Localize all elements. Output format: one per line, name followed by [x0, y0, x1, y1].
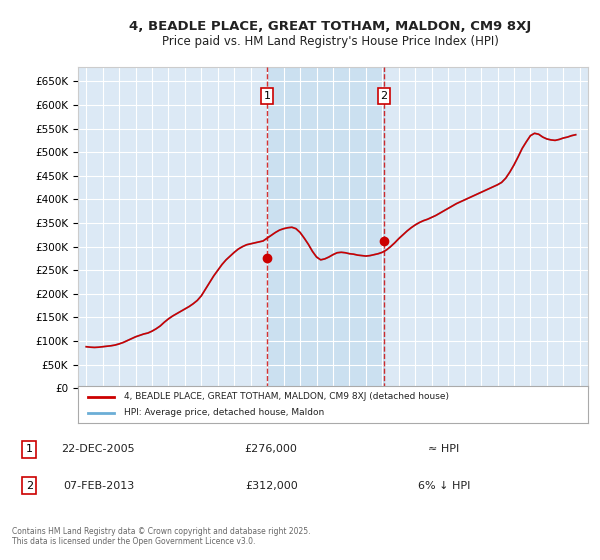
- Text: 2: 2: [380, 91, 388, 101]
- Text: 4, BEADLE PLACE, GREAT TOTHAM, MALDON, CM9 8XJ (detached house): 4, BEADLE PLACE, GREAT TOTHAM, MALDON, C…: [124, 392, 449, 401]
- Text: 1: 1: [263, 91, 271, 101]
- Text: ≈ HPI: ≈ HPI: [428, 445, 460, 454]
- Text: 6% ↓ HPI: 6% ↓ HPI: [418, 481, 470, 491]
- Bar: [267, 67, 384, 388]
- Text: 22-DEC-2005: 22-DEC-2005: [62, 445, 135, 454]
- Text: 07-FEB-2013: 07-FEB-2013: [63, 481, 134, 491]
- Text: 4, BEADLE PLACE, GREAT TOTHAM, MALDON, CM9 8XJ: 4, BEADLE PLACE, GREAT TOTHAM, MALDON, C…: [129, 20, 531, 32]
- Text: 2: 2: [26, 481, 33, 491]
- Text: 1: 1: [26, 445, 33, 454]
- Text: £276,000: £276,000: [245, 445, 298, 454]
- Text: £312,000: £312,000: [245, 481, 298, 491]
- Text: Contains HM Land Registry data © Crown copyright and database right 2025.
This d: Contains HM Land Registry data © Crown c…: [12, 526, 311, 546]
- Text: HPI: Average price, detached house, Maldon: HPI: Average price, detached house, Mald…: [124, 408, 324, 417]
- Text: Price paid vs. HM Land Registry's House Price Index (HPI): Price paid vs. HM Land Registry's House …: [161, 35, 499, 48]
